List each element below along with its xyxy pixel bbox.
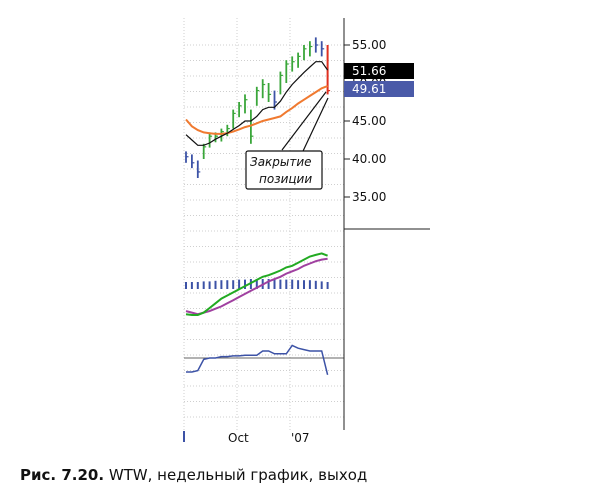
callout-line-1: Закрытие <box>250 155 312 169</box>
price-bar <box>244 94 248 114</box>
price-bar <box>202 143 207 159</box>
indicator-main-line <box>185 252 328 316</box>
price-bar <box>249 109 254 144</box>
price-tick-label: 55.00 <box>352 38 386 52</box>
price-bar <box>285 60 289 83</box>
slow-moving-average <box>185 85 328 135</box>
price-tick-label: 45.00 <box>352 114 386 128</box>
price-badge-lower-text: 49.61 <box>352 82 386 96</box>
price-bar <box>314 37 319 53</box>
price-tick-label: 35.00 <box>352 190 386 204</box>
x-label-oct: Oct <box>228 431 249 445</box>
grid <box>183 18 344 430</box>
price-bar <box>320 41 325 57</box>
price-bar <box>297 52 301 68</box>
lower-panel-line <box>186 344 329 375</box>
price-badge-upper: 51.66 <box>344 63 414 79</box>
price-bar <box>208 132 213 148</box>
indicator-signal-line <box>185 257 328 316</box>
price-bar <box>267 83 272 102</box>
x-label-07: '07 <box>291 431 310 445</box>
price-bar <box>261 79 266 99</box>
price-bar <box>196 160 201 178</box>
indicator-histogram <box>185 279 329 289</box>
price-bar <box>232 109 236 129</box>
price-bar <box>273 90 277 110</box>
price-bar <box>308 41 313 57</box>
price-badge-upper-text: 51.66 <box>352 64 386 78</box>
callout-line-2: позиции <box>259 172 312 186</box>
price-bar <box>303 45 307 61</box>
price-bars <box>185 37 331 178</box>
figure-caption: Рис. 7.20. WTW, недельный график, выход <box>20 466 367 484</box>
price-bar <box>220 128 224 142</box>
price-bar <box>291 56 295 72</box>
price-bar <box>279 71 283 95</box>
figure-number: Рис. 7.20. <box>20 466 105 484</box>
figure-caption-text: WTW, недельный график, выход <box>108 466 368 484</box>
price-bar <box>226 124 230 137</box>
price-bar <box>190 154 195 169</box>
price-badge-lower: 49.61 <box>344 81 414 97</box>
price-bar <box>255 86 260 106</box>
fast-moving-average <box>185 61 329 146</box>
price-bar <box>238 102 242 118</box>
price-bar <box>185 151 189 163</box>
price-tick-label: 40.00 <box>352 152 386 166</box>
exit-callout: Закрытие позиции <box>245 91 329 190</box>
